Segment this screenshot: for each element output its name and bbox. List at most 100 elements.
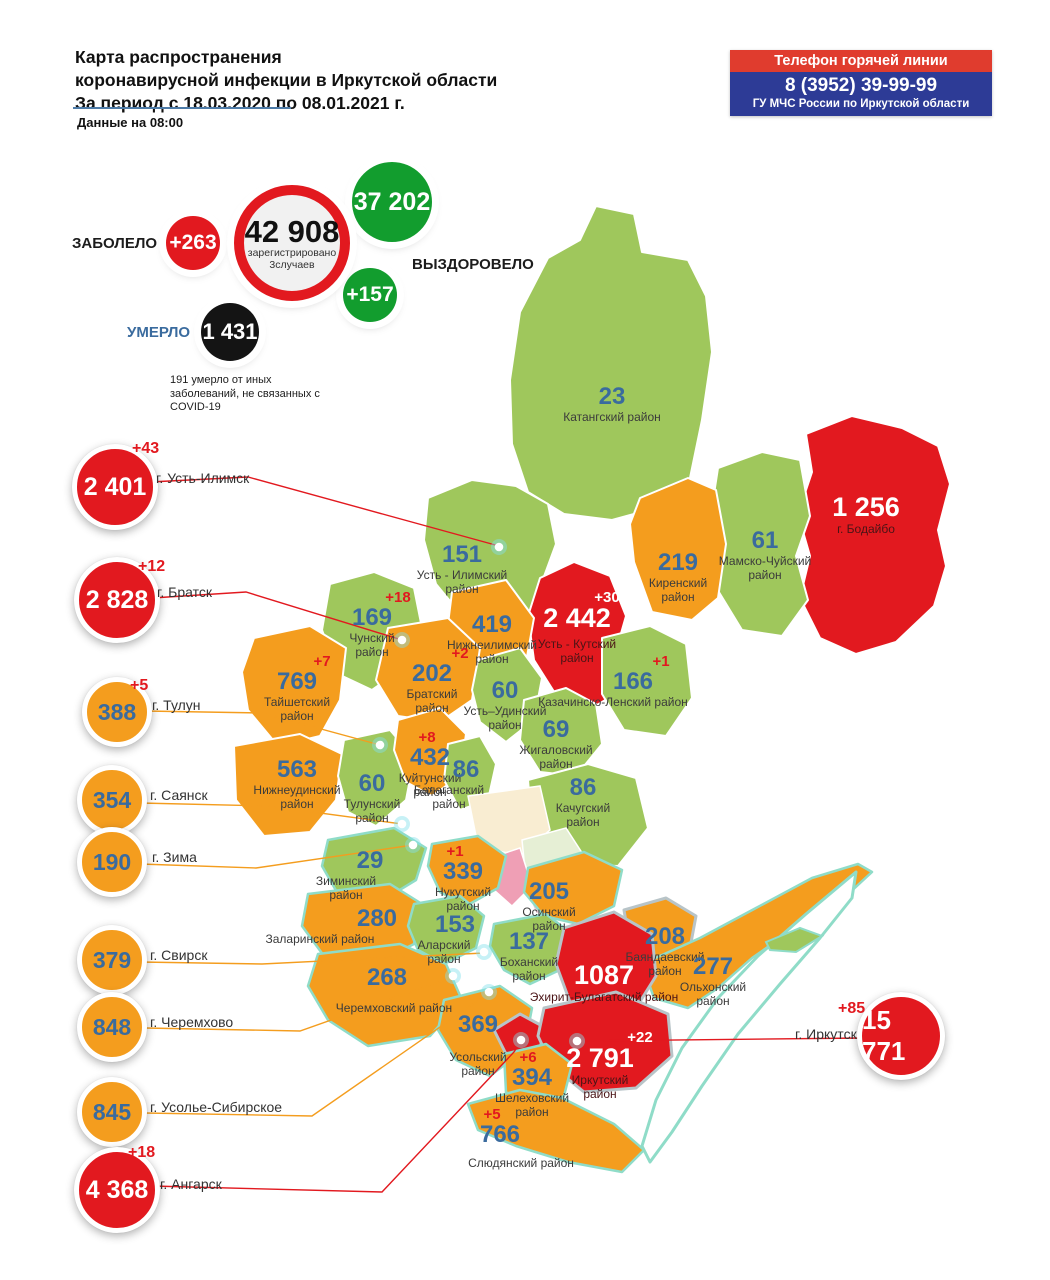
city-label-cheremkhovo: г. Черемхово bbox=[150, 1014, 234, 1030]
region-value: 280 bbox=[356, 905, 398, 932]
city-delta-angarsk: +18 bbox=[128, 1144, 156, 1161]
region-value: 369 bbox=[457, 1011, 499, 1038]
region-name: Черемховский район bbox=[335, 1001, 453, 1015]
total-cases-caption-2: 3случаев bbox=[269, 258, 315, 271]
region-label-olkhonsky: 277 Ольхонский район bbox=[668, 954, 758, 1008]
region-name: Аларский район bbox=[417, 938, 471, 966]
recovered-label: ВЫЗДОРОВЕЛО bbox=[412, 256, 534, 273]
sick-label: ЗАБОЛЕЛО bbox=[72, 235, 158, 252]
region-value: 205 bbox=[528, 878, 570, 905]
region-name: Боханский район bbox=[499, 955, 559, 983]
callout-line-tulun bbox=[144, 710, 381, 746]
region-name: Усть - Кутский район bbox=[537, 637, 617, 665]
region-name: Осинский район bbox=[522, 905, 576, 933]
title-line-1: Карта распространения bbox=[75, 47, 282, 67]
region-name: Жигаловский район bbox=[519, 743, 593, 771]
region-delta: +2 bbox=[451, 645, 469, 662]
region-value: 202 bbox=[411, 660, 453, 687]
region-label-bokhansky: 137 Боханский район bbox=[484, 929, 574, 983]
region-delta: +30 bbox=[594, 589, 620, 606]
region-label-ekhirit-bulagatsky: 1087 Эхирит-Булагатский район bbox=[519, 962, 689, 1005]
region-value: 23 bbox=[598, 383, 626, 410]
region-value: 69 bbox=[542, 716, 570, 743]
city-delta-tulun: +5 bbox=[130, 677, 149, 694]
region-name: Казачинско-Ленский район bbox=[538, 695, 688, 709]
title-line-2: коронавирусной инфекции в Иркутской обла… bbox=[75, 70, 498, 90]
region-label-ust-udinsky: 60 Усть–Удинский район bbox=[449, 678, 561, 732]
region-name: Эхирит-Булагатский район bbox=[529, 990, 679, 1004]
region-delta: +8 bbox=[418, 729, 436, 746]
region-name: Мамско-Чуйский район bbox=[718, 554, 812, 582]
region-value: 60 bbox=[491, 677, 519, 704]
region-value: 277 bbox=[692, 953, 734, 980]
callout-line-bratsk bbox=[151, 591, 403, 641]
region-value: 1087 bbox=[573, 960, 635, 990]
region-label-zalarinsky: 280 Заларинский район bbox=[265, 905, 398, 947]
region-delta: +7 bbox=[313, 653, 331, 670]
city-delta-bratsk: +12 bbox=[138, 558, 166, 575]
city-label-bratsk: г. Братск bbox=[157, 584, 213, 600]
region-value: 208 bbox=[644, 923, 686, 950]
region-name: Усольский район bbox=[449, 1050, 507, 1078]
region-name: Катангский район bbox=[563, 410, 661, 424]
region-label-nizhneilimsky: 419 Нижнеилимский район bbox=[432, 612, 552, 666]
total-cases-value: 42 908 bbox=[244, 213, 340, 249]
region-label-kazachinsko-lensky: +1 166 Казачинско-Ленский район bbox=[538, 654, 693, 710]
died-note: 191 умерло от иных заболеваний, не связа… bbox=[170, 374, 320, 413]
region-shape-taishetsky bbox=[241, 625, 347, 747]
region-label-ziminsky: 29 Зиминский район bbox=[316, 847, 386, 902]
region-value: 2 442 bbox=[543, 603, 611, 633]
region-value: 29 bbox=[356, 847, 384, 874]
city-bubble-cheremkhovo: 848 bbox=[77, 992, 147, 1062]
olkhon-island bbox=[764, 926, 825, 954]
region-name: Братский район bbox=[406, 687, 458, 715]
region-label-taishetsky: +7 769 Тайшетский район bbox=[252, 654, 342, 723]
region-value: 137 bbox=[508, 928, 550, 955]
region-name: Тулунский район bbox=[343, 797, 401, 825]
region-name: Качугский район bbox=[555, 801, 611, 829]
region-label-zhigalovsky: 69 Жигаловский район bbox=[506, 717, 606, 771]
region-label-kirensky: 219 Киренский район bbox=[638, 550, 718, 604]
city-delta-ust-ilimsk: +43 bbox=[132, 440, 160, 457]
region-label-kuytunsky: +8 432 Куйтунский район bbox=[385, 730, 475, 799]
region-label-ust-ilimsky: 151 Усть - Илимский район bbox=[406, 542, 518, 596]
total-cases-circle: 42 908 зарегистрировано 3случаев bbox=[234, 185, 350, 301]
region-shape-zhigalovsky bbox=[519, 687, 603, 777]
region-label-tulunsky: 60 Тулунский район bbox=[332, 771, 412, 825]
region-value: 268 bbox=[366, 964, 408, 991]
region-label-chunsky: +18 169 Чунский район bbox=[337, 590, 410, 659]
region-value: 432 bbox=[409, 744, 451, 771]
region-name: Иркутский район bbox=[571, 1073, 629, 1101]
region-shape-slyudyansky bbox=[466, 1088, 646, 1174]
callout-line-irkutsk bbox=[577, 1037, 865, 1042]
region-label-nizhneudinsky: 563 Нижнеудинский район bbox=[237, 757, 357, 811]
region-label-bodaybo: 1 256 г. Бодайбо bbox=[821, 494, 911, 537]
hotline-body: 8 (3952) 39-99-99 ГУ МЧС России по Иркут… bbox=[730, 72, 992, 116]
region-name: Нижнеилимский район bbox=[446, 638, 537, 666]
region-value: 169 bbox=[351, 604, 393, 631]
region-label-alarsky: 153 Аларский район bbox=[417, 912, 479, 966]
region-name: Нижнеудинский район bbox=[253, 783, 341, 811]
recovered-circle: 37 202 bbox=[352, 162, 432, 242]
region-value: 60 bbox=[358, 770, 386, 797]
region-delta: +1 bbox=[446, 843, 464, 860]
region-name: Чунский район bbox=[349, 631, 395, 659]
city-bubble-usolye-sibirskoe: 845 bbox=[77, 1077, 147, 1147]
total-cases-caption-1: зарегистрировано bbox=[247, 246, 337, 259]
region-label-usolsky: 369 Усольский район bbox=[433, 1012, 523, 1078]
region-name: Балаганский район bbox=[413, 783, 485, 811]
region-name: Куйтунский район bbox=[398, 771, 462, 799]
callout-line-sayansk bbox=[139, 802, 403, 825]
region-shape-alarsky bbox=[406, 894, 486, 966]
region-label-shelekhovsky: +6 394 Шелеховский район bbox=[477, 1050, 587, 1119]
region-delta: +18 bbox=[385, 589, 411, 606]
hotline-title: Телефон горячей линии bbox=[730, 50, 992, 72]
region-name: г. Бодайбо bbox=[837, 522, 895, 536]
callout-line-ust-ilimsk bbox=[149, 476, 500, 547]
region-name: Тайшетский район bbox=[263, 695, 331, 723]
region-label-kachugsky: 86 Качугский район bbox=[543, 775, 623, 829]
region-delta: +22 bbox=[627, 1029, 653, 1046]
city-label-usolye-sibirskoe: г. Усолье-Сибирское bbox=[150, 1099, 283, 1115]
region-shape-kazachinsko-lensky bbox=[601, 625, 693, 737]
title-underline bbox=[73, 107, 291, 109]
